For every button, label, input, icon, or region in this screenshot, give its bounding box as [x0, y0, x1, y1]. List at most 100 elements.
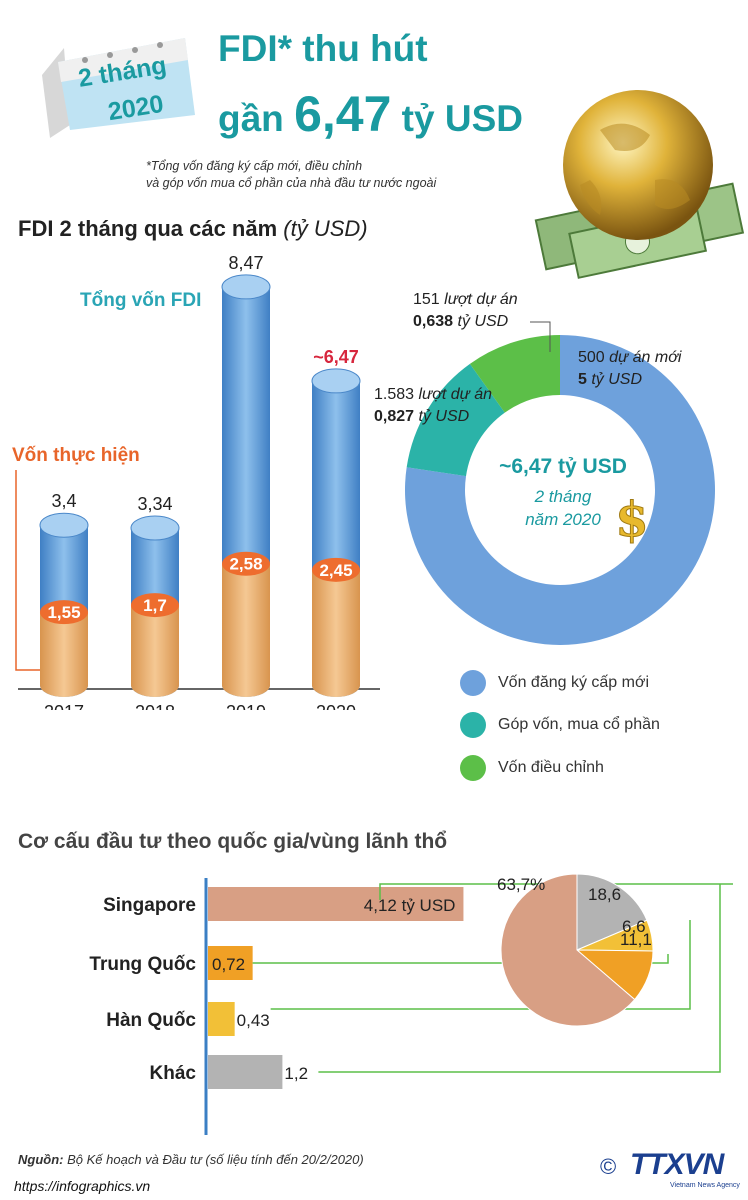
impl-value-label-2018: 1,7: [143, 596, 167, 615]
connector-line-3: [318, 884, 721, 1073]
legend-item-adjusted: Vốn điều chỉnh: [460, 755, 604, 781]
legend-label-shares: Góp vốn, mua cổ phần: [498, 716, 660, 733]
bar-group-2018: 1,7 3,34 2018: [130, 494, 180, 710]
hbar-category-0: Singapore: [103, 895, 196, 916]
donut-center-value: ~6,47 tỷ USD: [499, 455, 627, 478]
total-bar-top-2018: [130, 515, 180, 541]
legend-swatch-adjusted: [460, 755, 486, 781]
section2-title: Cơ cấu đầu tư theo quốc gia/vùng lãnh th…: [18, 830, 448, 853]
hbar-category-2: Hàn Quốc: [106, 1010, 196, 1031]
total-fdi-label: Tổng vốn FDI: [80, 290, 202, 311]
slice-adjusted-count: 151: [413, 291, 440, 308]
bar-group-2017: 1,55 3,4 2017: [39, 491, 89, 710]
dollar-icon: $: [615, 492, 649, 547]
footnote: *Tổng vốn đăng ký cấp mới, điều chỉnh và…: [146, 158, 436, 192]
slice-shares-count-text: lượt dự án: [418, 386, 493, 403]
donut-chart: [405, 335, 716, 645]
hbar-category-1: Trung Quốc: [89, 954, 196, 975]
footnote-line2: và góp vốn mua cổ phần của nhà đầu tư nư…: [146, 176, 437, 190]
cylinder-bar-chart: 1,55 3,4 2017 1,7 3,34 2018 2,58 8,47 2019 2,45 ~6…: [18, 253, 380, 710]
impl-bar-top-2019: [222, 551, 270, 576]
hbar-2: [208, 1002, 235, 1036]
total-value-label-2019: 8,47: [228, 253, 263, 273]
title-prefix: gần: [218, 98, 284, 139]
copyright-symbol: ©: [600, 1154, 617, 1179]
impl-bar-top-2018: [131, 593, 179, 618]
slice-shares-value: 0,827: [374, 408, 415, 425]
horizontal-bar-chart: Singapore 4,12 tỷ USD Trung Quốc 0,72 Hàn Qu…: [89, 873, 733, 1135]
pie-slice-3: [576, 873, 648, 951]
slice-new-value-text: tỷ USD: [591, 371, 643, 388]
donut-slice-2: [469, 335, 560, 413]
connector-line-2: [270, 920, 691, 1010]
slice-label-shares: 1.583 lượt dự án 0,827 tỷ USD: [374, 384, 492, 428]
total-bar-top-2019: [221, 274, 271, 300]
legend-item-shares: Góp vốn, mua cổ phần: [460, 712, 660, 738]
donut-slice-1: [406, 363, 505, 477]
year-label-2018: 2018: [135, 702, 175, 710]
pie-label-0: 63,7%: [497, 875, 545, 894]
slice-shares-count: 1.583: [374, 386, 415, 403]
impl-bar-top-2020: [312, 557, 360, 582]
pie-label-1: 11,1: [620, 930, 652, 949]
bar-group-2019: 2,58 8,47 2019: [221, 253, 271, 710]
implemented-label: Vốn thực hiện: [12, 445, 140, 466]
impl-value-label-2017: 1,55: [47, 603, 80, 622]
slice-leader-line: [530, 321, 551, 352]
section1-unit: (tỷ USD): [283, 216, 368, 241]
legend-item-new: Vốn đăng ký cấp mới: [460, 670, 649, 696]
total-value-label-2020: ~6,47: [313, 347, 359, 367]
donut-center-line3: năm 2020: [525, 510, 601, 529]
impl-bar-2018: [131, 605, 179, 697]
implemented-connector: [15, 470, 42, 671]
url-bar: [0, 1174, 748, 1200]
title-line1: FDI* thu hút: [218, 28, 428, 69]
year-label-2020: 2020: [316, 702, 356, 710]
total-value-label-2018: 3,34: [137, 494, 172, 514]
total-bar-top-2020: [311, 368, 361, 394]
hbar-0: [208, 887, 464, 921]
hbar-category-3: Khác: [150, 1063, 197, 1084]
pie-slice-0: [500, 873, 636, 1027]
impl-bar-top-2017: [40, 600, 88, 625]
impl-bar-2020: [312, 569, 360, 697]
source-note: Nguồn: Bộ Kế hoạch và Đầu tư (số liệu tí…: [18, 1152, 364, 1167]
donut-center-sub: 2 tháng năm 2020: [478, 485, 648, 531]
pie-label-2: 6,6: [622, 917, 646, 936]
bar-group-2020: 2,45 ~6,47 2020: [311, 347, 361, 710]
legend-label-adjusted: Vốn điều chỉnh: [498, 759, 604, 776]
total-bar-top-2017: [39, 512, 89, 538]
connector-line-1: [252, 954, 669, 964]
logo-text: TTXVN: [630, 1148, 724, 1181]
title-line2: gần 6,47 tỷ USD: [218, 85, 523, 143]
hbar-3: [208, 1055, 283, 1089]
title-suffix: tỷ USD: [401, 98, 523, 139]
donut-slice-0: [405, 335, 716, 645]
section1-title-text: FDI 2 tháng qua các năm: [18, 216, 278, 241]
legend-label-new: Vốn đăng ký cấp mới: [498, 674, 650, 691]
slice-label-new: 500 dự án mới 5 tỷ USD: [578, 347, 681, 391]
logo-subtext: Vietnam News Agency: [670, 1182, 740, 1189]
source-text: Bộ Kế hoạch và Đầu tư (số liệu tính đến …: [67, 1152, 364, 1167]
slice-new-count: 500: [578, 349, 605, 366]
section1-title: FDI 2 tháng qua các năm (tỷ USD): [18, 216, 368, 242]
impl-value-label-2019: 2,58: [229, 555, 262, 574]
pie-label-3: 18,6: [588, 885, 621, 904]
source-label: Nguồn:: [18, 1152, 64, 1167]
slice-adjusted-value-text: tỷ USD: [457, 313, 509, 330]
hbar-value-3: 1,2: [284, 1064, 308, 1083]
slice-label-adjusted: 151 lượt dự án 0,638 tỷ USD: [413, 289, 518, 333]
slice-new-count-text: dự án mới: [609, 349, 682, 366]
hbar-1: [208, 946, 253, 980]
total-value-label-2017: 3,4: [51, 491, 76, 511]
hbar-value-1: 0,72: [212, 955, 245, 974]
legend-swatch-new: [460, 670, 486, 696]
impl-value-label-2020: 2,45: [319, 561, 352, 580]
slice-shares-value-text: tỷ USD: [418, 408, 470, 425]
slice-adjusted-count-text: lượt dự án: [444, 291, 518, 308]
site-url: https://infographics.vn: [14, 1178, 151, 1194]
legend-swatch-shares: [460, 712, 486, 738]
calendar-graphic: [42, 38, 195, 138]
slice-adjusted-value: 0,638: [413, 313, 454, 330]
donut-center-line2: 2 tháng: [534, 487, 592, 506]
